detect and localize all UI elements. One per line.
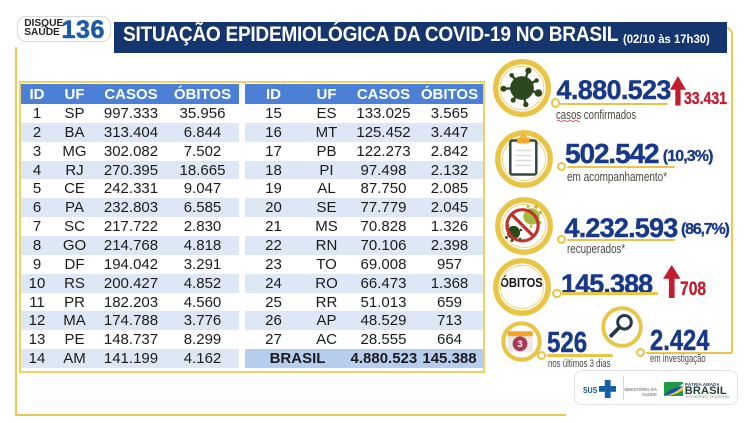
svg-text:3: 3 — [517, 339, 522, 350]
